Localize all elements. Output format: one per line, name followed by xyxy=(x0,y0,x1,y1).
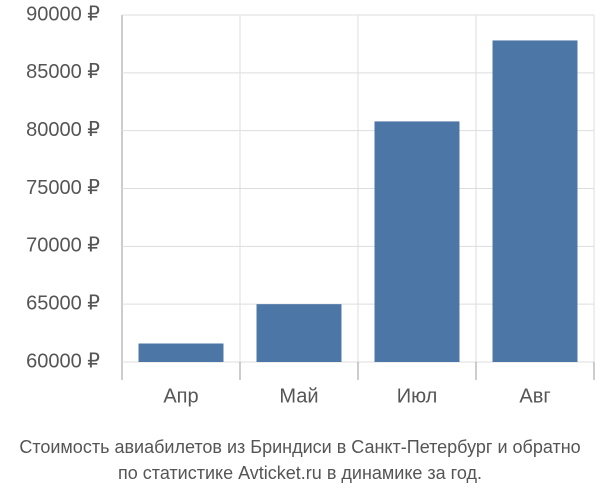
bar xyxy=(256,304,342,362)
bar xyxy=(492,40,578,363)
y-tick-label: 70000 ₽ xyxy=(26,235,100,257)
chart-title: Стоимость авиабилетов из Бриндиси в Санк… xyxy=(19,437,580,457)
chart-subtitle: по статистике Avticket.ru в динамике за … xyxy=(118,463,482,483)
x-tick-label: Май xyxy=(279,385,318,407)
y-tick-label: 60000 ₽ xyxy=(26,350,100,372)
bar xyxy=(374,121,460,362)
x-tick-label: Апр xyxy=(163,385,198,407)
x-tick-label: Июл xyxy=(397,385,438,407)
y-tick-label: 85000 ₽ xyxy=(26,61,100,83)
y-tick-label: 90000 ₽ xyxy=(26,3,100,25)
y-tick-label: 65000 ₽ xyxy=(26,292,100,314)
bar xyxy=(138,343,224,362)
y-tick-label: 80000 ₽ xyxy=(26,119,100,141)
x-tick-label: Авг xyxy=(519,385,550,407)
y-tick-label: 75000 ₽ xyxy=(26,177,100,199)
